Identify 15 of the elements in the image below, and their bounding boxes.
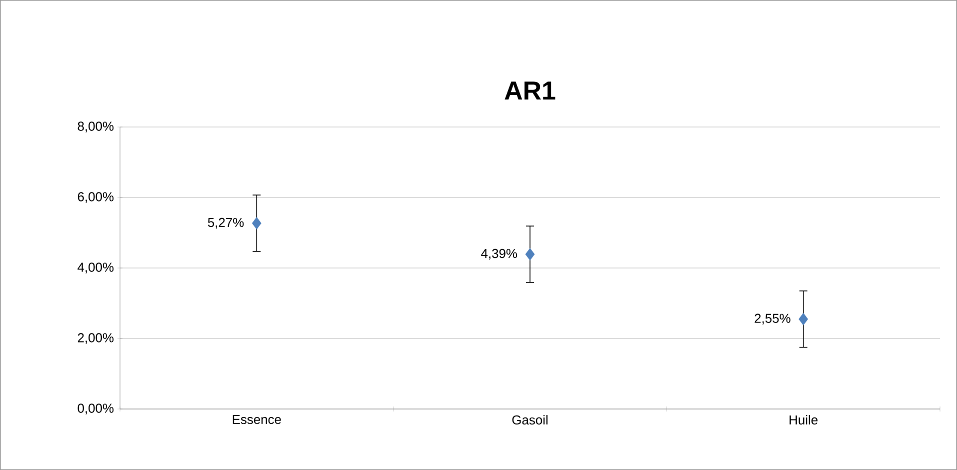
x-tick-label: Gasoil (512, 415, 548, 425)
x-tick-label: Essence (232, 415, 281, 424)
point (798, 312, 808, 326)
chart-title: AR1 (504, 82, 556, 100)
y-tick-label: 4,00% (78, 262, 114, 274)
data-label: 2,55% (754, 314, 790, 324)
y-tick-label: 8,00% (78, 122, 114, 132)
data-label: 4,39% (481, 248, 518, 260)
data-label: 5,27% (208, 218, 244, 229)
x-tick-label: Huile (790, 415, 818, 425)
y-tick-label: 0,00% (78, 404, 114, 414)
y-tick-label: 2,00% (78, 333, 114, 344)
point (252, 217, 262, 230)
y-tick-label: 6,00% (78, 192, 114, 203)
point (525, 248, 535, 260)
